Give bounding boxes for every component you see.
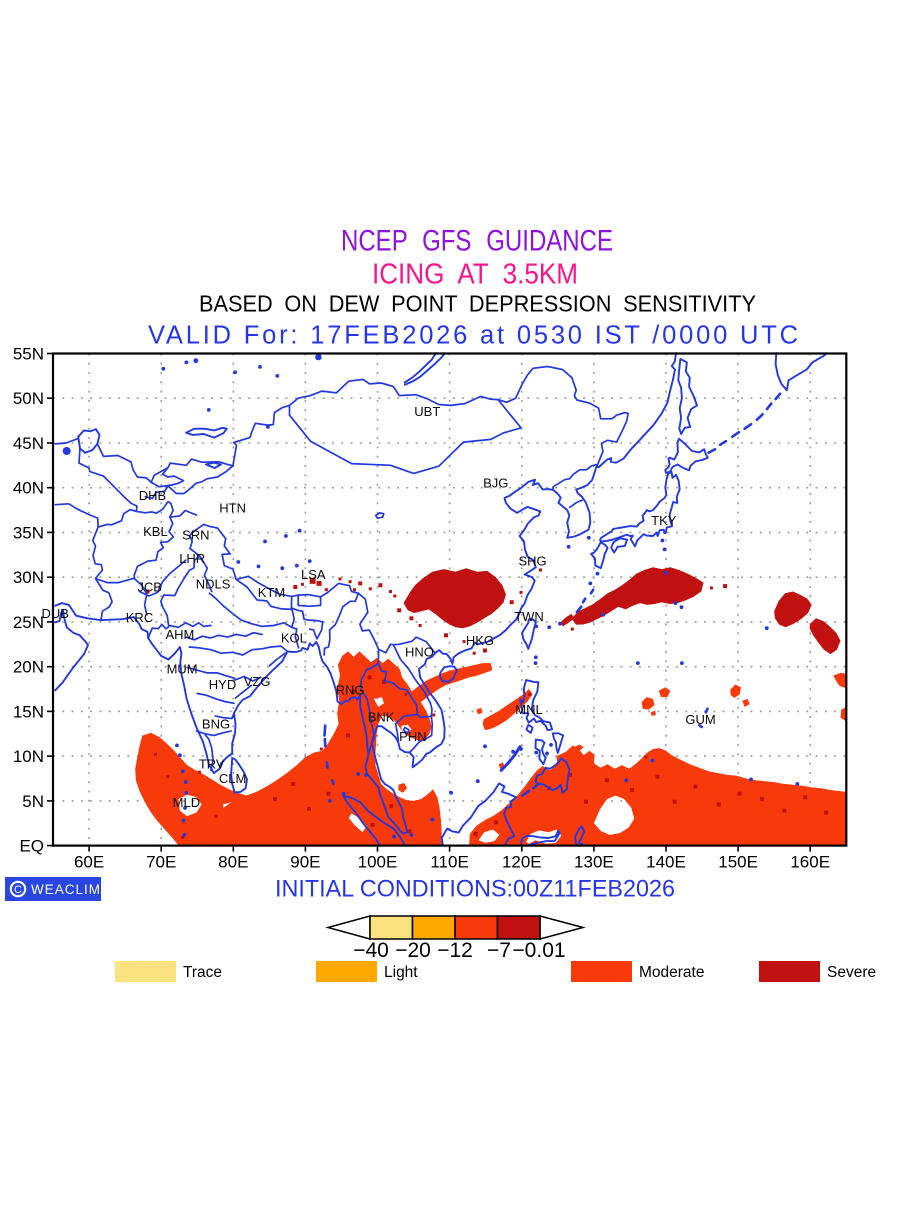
svg-text:20N: 20N	[13, 658, 44, 677]
svg-text:140E: 140E	[646, 853, 686, 872]
svg-text:GUM: GUM	[685, 712, 715, 727]
svg-text:TWN: TWN	[514, 609, 544, 624]
svg-text:Severe: Severe	[827, 964, 876, 981]
svg-text:JCB: JCB	[137, 579, 162, 594]
svg-text:WEACLIM: WEACLIM	[31, 882, 101, 897]
svg-text:DHB: DHB	[139, 488, 166, 503]
svg-text:MLD: MLD	[173, 795, 200, 810]
svg-text:NDLS: NDLS	[196, 577, 231, 592]
svg-text:5N: 5N	[22, 792, 44, 811]
svg-text:Trace: Trace	[183, 964, 222, 981]
svg-text:VZG: VZG	[244, 674, 271, 689]
svg-text:Moderate: Moderate	[639, 964, 704, 981]
svg-text:KTM: KTM	[258, 585, 285, 600]
svg-text:C: C	[14, 884, 22, 896]
svg-text:−12: −12	[437, 939, 473, 962]
svg-text:HYD: HYD	[209, 677, 236, 692]
svg-text:UBT: UBT	[414, 404, 440, 419]
svg-text:PHN: PHN	[399, 729, 426, 744]
svg-text:BJG: BJG	[483, 476, 508, 491]
svg-text:VALID For: 17FEB2026 at 0530 I: VALID For: 17FEB2026 at 0530 IST /0000 U…	[148, 321, 798, 349]
svg-text:90E: 90E	[290, 853, 320, 872]
svg-text:110E: 110E	[430, 853, 468, 872]
svg-text:BNK: BNK	[368, 710, 395, 725]
svg-text:30N: 30N	[13, 568, 44, 587]
svg-text:KBL: KBL	[143, 524, 168, 539]
svg-text:−40: −40	[353, 939, 389, 962]
svg-text:−0.01: −0.01	[512, 939, 565, 962]
svg-text:LHR: LHR	[179, 551, 205, 566]
svg-text:150E: 150E	[718, 853, 758, 872]
svg-text:HKG: HKG	[466, 633, 494, 648]
svg-text:MUM: MUM	[167, 662, 198, 677]
svg-text:HTN: HTN	[219, 501, 246, 516]
svg-text:AHM: AHM	[165, 627, 194, 642]
svg-text:35N: 35N	[13, 523, 44, 542]
svg-text:80E: 80E	[218, 853, 248, 872]
svg-text:Light: Light	[384, 964, 418, 981]
svg-text:SHG: SHG	[519, 553, 547, 568]
svg-text:60E: 60E	[74, 853, 104, 872]
svg-text:160E: 160E	[790, 853, 830, 872]
svg-text:70E: 70E	[146, 853, 176, 872]
svg-text:TKY: TKY	[651, 513, 677, 528]
svg-text:10N: 10N	[13, 747, 44, 766]
svg-text:MNL: MNL	[515, 702, 542, 717]
svg-text:TRV: TRV	[199, 757, 225, 772]
svg-text:BASED ON DEW POINT DEPRESSION: BASED ON DEW POINT DEPRESSION SENSITIVIT…	[199, 290, 756, 316]
svg-text:ICING AT 3.5KM: ICING AT 3.5KM	[372, 259, 578, 291]
svg-text:NCEP GFS GUIDANCE: NCEP GFS GUIDANCE	[341, 225, 613, 258]
svg-text:130E: 130E	[574, 853, 614, 872]
svg-text:RNG: RNG	[336, 682, 365, 697]
svg-text:50N: 50N	[13, 389, 44, 408]
svg-text:DUB: DUB	[41, 606, 68, 621]
svg-text:55N: 55N	[13, 345, 44, 364]
svg-text:15N: 15N	[13, 702, 44, 721]
svg-text:EQ: EQ	[19, 837, 44, 856]
svg-text:KRC: KRC	[126, 610, 153, 625]
svg-text:100E: 100E	[358, 853, 398, 872]
svg-text:40N: 40N	[13, 479, 44, 498]
svg-text:120E: 120E	[502, 853, 542, 872]
svg-text:LSA: LSA	[301, 567, 326, 582]
svg-text:SRN: SRN	[182, 528, 209, 543]
svg-text:CLM: CLM	[219, 771, 246, 786]
svg-text:−7: −7	[487, 939, 511, 962]
svg-text:HNO: HNO	[405, 645, 434, 660]
svg-text:INITIAL CONDITIONS:00Z11FEB202: INITIAL CONDITIONS:00Z11FEB2026	[275, 876, 675, 903]
svg-text:KOL: KOL	[281, 630, 307, 645]
svg-text:−20: −20	[395, 939, 431, 962]
svg-text:25N: 25N	[13, 613, 44, 632]
svg-text:BNG: BNG	[202, 716, 230, 731]
svg-text:45N: 45N	[13, 434, 44, 453]
